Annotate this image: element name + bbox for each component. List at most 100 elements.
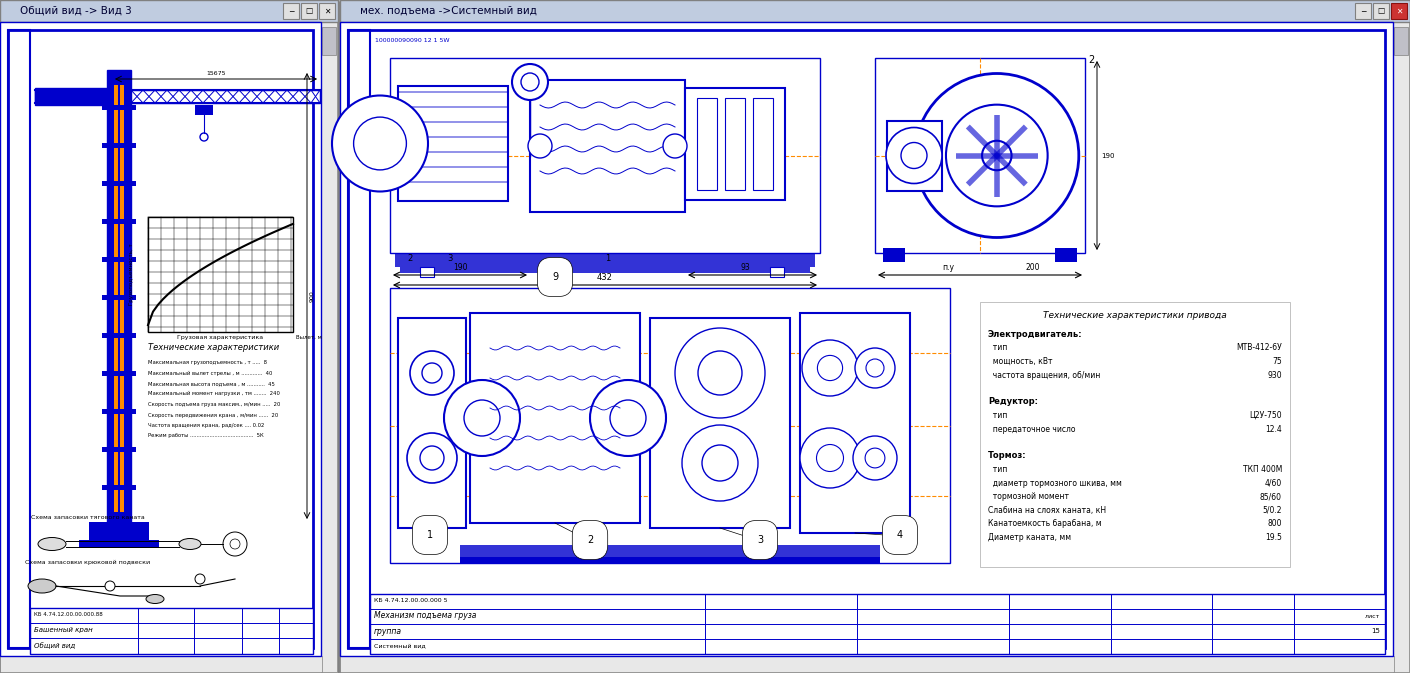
Circle shape xyxy=(702,445,737,481)
Bar xyxy=(348,30,369,648)
Text: Максимальная высота подъема , м ...........  45: Максимальная высота подъема , м ........… xyxy=(148,381,275,386)
Bar xyxy=(195,105,213,115)
Text: лист: лист xyxy=(1365,614,1380,618)
Text: 2: 2 xyxy=(407,254,413,263)
Text: мощность, кВт: мощность, кВт xyxy=(988,357,1052,366)
Bar xyxy=(340,0,1410,22)
Text: Грузовая характеристика: Грузовая характеристика xyxy=(178,335,264,340)
Text: 2: 2 xyxy=(1089,55,1094,65)
Text: Слабина на слоях каната, кН: Слабина на слоях каната, кН xyxy=(988,505,1105,514)
Bar xyxy=(35,90,320,103)
Text: 800: 800 xyxy=(1268,519,1282,528)
Circle shape xyxy=(354,117,406,170)
Bar xyxy=(1392,3,1407,19)
Bar xyxy=(102,447,135,452)
Circle shape xyxy=(230,539,240,549)
Text: 5/0.2: 5/0.2 xyxy=(1262,505,1282,514)
Ellipse shape xyxy=(38,538,66,551)
Text: 190: 190 xyxy=(1101,153,1114,159)
Text: Технические характеристики привода: Технические характеристики привода xyxy=(1043,312,1227,320)
Bar xyxy=(321,27,336,55)
Text: Системный вид: Системный вид xyxy=(374,643,426,649)
Circle shape xyxy=(854,348,895,388)
Bar xyxy=(102,485,135,490)
Text: тормозной момент: тормозной момент xyxy=(988,492,1069,501)
Text: ─: ─ xyxy=(289,7,293,15)
Bar xyxy=(283,3,299,19)
Circle shape xyxy=(410,351,454,395)
Bar xyxy=(0,0,338,22)
Bar xyxy=(650,318,790,528)
Circle shape xyxy=(675,328,766,418)
Text: Режим работы .......................................  5К: Режим работы ...........................… xyxy=(148,433,264,439)
Bar xyxy=(1,2,340,673)
Text: 4/60: 4/60 xyxy=(1265,479,1282,487)
Circle shape xyxy=(866,359,884,377)
Text: 4: 4 xyxy=(897,530,902,540)
Text: Канатоемкость барабана, м: Канатоемкость барабана, м xyxy=(988,519,1101,528)
Bar xyxy=(102,181,135,186)
Bar xyxy=(883,248,905,262)
Bar xyxy=(300,3,317,19)
Text: 900: 900 xyxy=(310,290,314,302)
Text: 1: 1 xyxy=(427,530,433,540)
Bar xyxy=(340,0,1410,22)
Text: ТКП 400М: ТКП 400М xyxy=(1242,465,1282,474)
Circle shape xyxy=(915,73,1079,238)
Text: Технические характеристики: Технические характеристики xyxy=(148,343,279,352)
Text: 3: 3 xyxy=(757,535,763,545)
Bar xyxy=(319,3,336,19)
Text: диаметр тормозного шкива, мм: диаметр тормозного шкива, мм xyxy=(988,479,1122,487)
Circle shape xyxy=(802,340,859,396)
Text: передаточное число: передаточное число xyxy=(988,425,1076,433)
Bar xyxy=(770,267,784,277)
Circle shape xyxy=(698,351,742,395)
Circle shape xyxy=(223,532,247,556)
Text: Общий вид: Общий вид xyxy=(34,643,75,649)
Bar xyxy=(321,22,337,672)
Bar xyxy=(1393,22,1409,672)
Text: 9: 9 xyxy=(551,272,558,282)
Bar xyxy=(0,0,338,673)
Circle shape xyxy=(885,127,942,184)
Bar xyxy=(348,30,1385,648)
Circle shape xyxy=(407,433,457,483)
Bar xyxy=(876,58,1086,253)
Bar xyxy=(697,98,718,190)
Text: мех. подъема ->Системный вид: мех. подъема ->Системный вид xyxy=(360,6,537,16)
Text: Тормоз:: Тормоз: xyxy=(988,452,1026,460)
Bar xyxy=(887,120,942,190)
Bar xyxy=(148,217,293,332)
Circle shape xyxy=(331,96,429,192)
Bar xyxy=(102,257,135,262)
Text: Частота вращения крана, рад/сек .... 0.02: Частота вращения крана, рад/сек .... 0.0… xyxy=(148,423,265,428)
Bar xyxy=(0,22,321,656)
Text: тип: тип xyxy=(988,411,1007,420)
Text: Общий вид -> Вид 3: Общий вид -> Вид 3 xyxy=(20,6,131,16)
Text: Диаметр каната, мм: Диаметр каната, мм xyxy=(988,532,1072,542)
Bar xyxy=(725,98,744,190)
Text: 1: 1 xyxy=(605,254,611,263)
Circle shape xyxy=(422,363,441,383)
Circle shape xyxy=(589,380,666,456)
Bar xyxy=(460,545,880,557)
Bar xyxy=(530,80,685,212)
Bar xyxy=(79,540,159,548)
Bar xyxy=(395,253,815,267)
Bar xyxy=(0,0,338,22)
Text: Башенный кран: Башенный кран xyxy=(34,627,93,633)
Text: Максимальный вылет стрелы , м .............  40: Максимальный вылет стрелы , м ..........… xyxy=(148,370,272,376)
Text: КБ 4.74.12.00.00.000.88: КБ 4.74.12.00.00.000.88 xyxy=(34,612,103,618)
Text: тип: тип xyxy=(988,465,1007,474)
Text: Скорость передвижения крана , м/мин ......  20: Скорость передвижения крана , м/мин ....… xyxy=(148,413,278,417)
Text: ─: ─ xyxy=(1361,7,1365,15)
Bar xyxy=(460,557,880,563)
Bar xyxy=(102,371,135,376)
Bar xyxy=(1055,248,1077,262)
Bar xyxy=(1394,27,1409,55)
Bar xyxy=(753,98,773,190)
Circle shape xyxy=(420,446,444,470)
Bar xyxy=(398,318,465,528)
Bar xyxy=(420,267,434,277)
Circle shape xyxy=(866,448,885,468)
